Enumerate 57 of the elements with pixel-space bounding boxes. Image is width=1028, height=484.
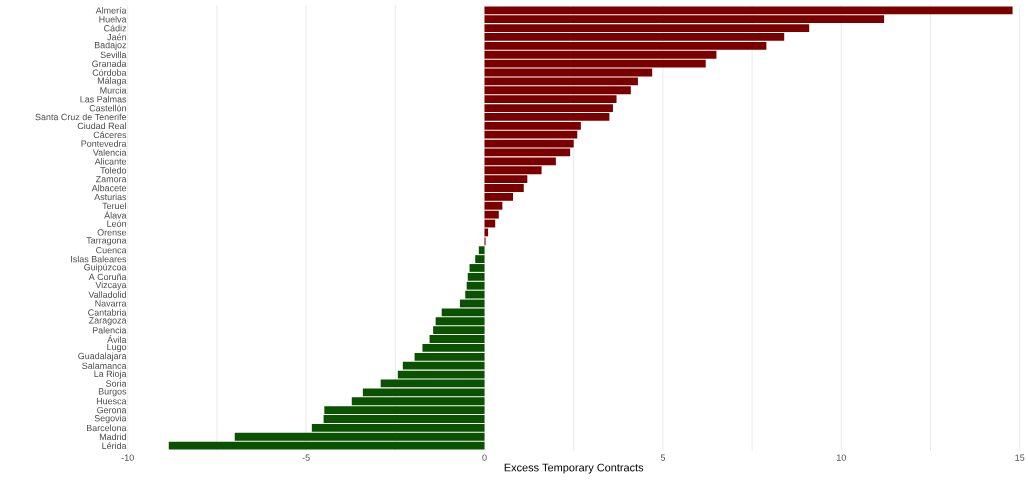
y-tick-label: Vizcaya: [95, 281, 127, 290]
x-tick-label: 15: [1015, 454, 1025, 461]
y-tick-label: Tarragona: [86, 237, 127, 246]
y-tick-label: La Rioja: [94, 370, 127, 379]
x-tick-label: -10: [121, 454, 134, 461]
y-tick-label: Orense: [97, 229, 127, 236]
y-tick-label: Zamora: [95, 176, 127, 183]
y-tick-label: Lérida: [102, 442, 127, 450]
y-tick-label: León: [107, 220, 126, 227]
y-tick-label: Madrid: [99, 433, 126, 441]
y-tick-label: Alicante: [94, 158, 127, 165]
y-tick-label: Huesca: [96, 398, 127, 405]
y-tick-label: Toledo: [100, 166, 127, 174]
y-tick-label: Navarra: [95, 300, 127, 307]
y-tick-label: Zaragoza: [89, 317, 127, 326]
y-tick-label: Burgos: [98, 388, 127, 397]
y-tick-label: Palencia: [92, 326, 127, 334]
y-tick-label: Segovia: [94, 414, 127, 424]
x-tick-label: 10: [837, 454, 846, 461]
y-tick-label: Valencia: [92, 149, 127, 156]
y-tick-label: Sevilla: [100, 51, 127, 59]
y-tick-label: Jaén: [107, 33, 126, 41]
y-tick-label: Cádiz: [104, 24, 127, 32]
y-tick-label: Lugo: [107, 343, 127, 352]
y-tick-label: Castellón: [89, 104, 126, 112]
y-tick-label: Málaga: [97, 77, 127, 86]
y-tick-label: Asturias: [94, 193, 127, 201]
x-tick-label: -5: [302, 454, 310, 461]
x-tick-label: 5: [660, 454, 666, 461]
y-tick-label: Islas Baleares: [71, 255, 127, 263]
y-tick-label: Albacete: [91, 184, 127, 192]
y-tick-label: Ávila: [107, 335, 127, 343]
y-tick-label: Gerona: [97, 406, 127, 414]
y-tick-label: Teruel: [102, 202, 126, 210]
x-tick-label: 0: [482, 454, 487, 461]
y-tick-label: Cáceres: [93, 131, 127, 139]
y-tick-label: Guipúzcoa: [84, 263, 127, 273]
y-tick-label: Barcelona: [86, 424, 127, 432]
y-tick-label: A Coruña: [88, 273, 127, 281]
y-tick-label: Badajoz: [94, 41, 127, 51]
y-tick-label: Almería: [95, 7, 127, 14]
y-tick-label: Salamanca: [82, 362, 127, 370]
y-tick-label: Ciudad Real: [77, 122, 126, 130]
x-axis-title: Excess Temporary Contracts: [504, 463, 644, 474]
y-tick-label: Granada: [92, 60, 127, 67]
y-tick-label: Soria: [106, 380, 127, 387]
y-tick-label: Las Palmas: [80, 95, 127, 103]
y-tick-label: Pontevedra: [81, 140, 127, 147]
y-tick-label: Guadalajara: [78, 352, 127, 362]
y-tick-label: Santa Cruz de Tenerife: [35, 113, 127, 121]
y-tick-label: Murcia: [100, 87, 127, 94]
y-tick-label: Cantabria: [88, 309, 127, 316]
y-tick-label: Cuenca: [96, 247, 127, 254]
y-tick-label: Huelva: [99, 15, 127, 23]
y-tick-label: Valladolid: [88, 291, 126, 298]
y-tick-label: Álava: [104, 210, 127, 219]
y-tick-label: Córdoba: [92, 69, 127, 76]
